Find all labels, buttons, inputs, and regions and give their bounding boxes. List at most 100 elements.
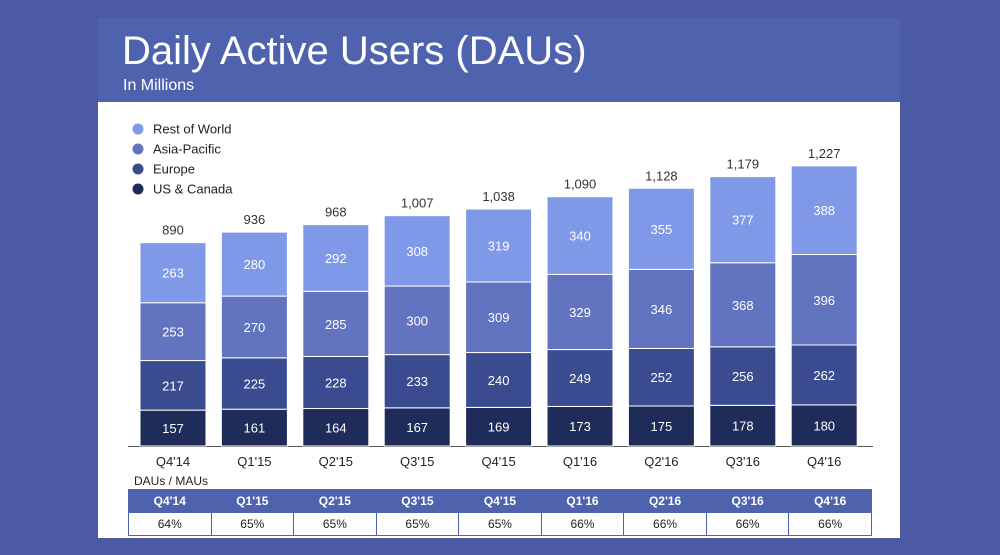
ratio-table-value-cell: 65% (293, 512, 377, 536)
page-title: Daily Active Users (DAUs) (122, 29, 587, 73)
legend-entry: US & Canada (153, 182, 233, 197)
ratio-table-value-cell: 64% (128, 512, 212, 536)
bar-segment (139, 360, 207, 411)
dau-stacked-bar-chart: 157 217 253 263 890 Q4'14 161 225 270 280 936 Q1'15… (128, 122, 873, 469)
bar-total-label: 1,227 (808, 146, 841, 161)
ratio-table-value-cell: 65% (210, 512, 295, 536)
bar-value-label: 175 (651, 419, 673, 434)
bar-segment (383, 215, 451, 287)
bar-value-label: 388 (813, 203, 835, 218)
legend-entry: Asia-Pacific (153, 142, 221, 157)
ratio-table-header-cell: Q1'15 (210, 489, 295, 513)
bar-segment (302, 224, 370, 292)
bar-segment (790, 254, 858, 346)
bar-value-label: 225 (244, 377, 266, 392)
bar-segment (383, 285, 451, 356)
legend-marker (132, 123, 144, 135)
bar-segment (709, 176, 777, 264)
bar-segment (220, 231, 288, 297)
bar-total-label: 890 (162, 223, 184, 238)
bar-segment (790, 344, 858, 406)
bar-value-label: 263 (162, 266, 184, 281)
bar-segment (220, 295, 288, 359)
bar-value-label: 169 (488, 420, 510, 435)
bar-value-label: 249 (569, 371, 591, 386)
bar-total-label: 1,090 (564, 177, 597, 192)
x-tick-label: Q2'15 (319, 454, 353, 469)
bar-segment (709, 262, 777, 348)
bar-value-label: 396 (813, 293, 835, 308)
bar-value-label: 161 (244, 421, 266, 436)
x-tick-label: Q4'16 (807, 454, 841, 469)
x-tick-label: Q4'14 (156, 454, 190, 469)
ratio-table-label: DAUs / MAUs (134, 474, 209, 488)
ratio-table-value-cell: 66% (623, 512, 707, 536)
bar-segment (790, 165, 858, 256)
bar-value-label: 319 (488, 238, 510, 253)
ratio-table-header-cell: Q3'16 (705, 489, 790, 513)
ratio-table-header-cell: Q2'15 (293, 489, 377, 513)
bar-segment (220, 408, 288, 447)
bar-segment (627, 187, 695, 270)
bar-segment (139, 242, 207, 304)
ratio-table-header-cell: Q4'15 (458, 489, 542, 513)
bar-value-label: 346 (651, 302, 673, 317)
bar-total-label: 1,007 (401, 196, 434, 211)
bar-value-label: 217 (162, 378, 184, 393)
bar-segment (627, 268, 695, 349)
ratio-table-value-cell: 65% (375, 512, 460, 536)
bar-segment (302, 408, 370, 447)
bar-segment (383, 354, 451, 409)
bar-segment (627, 405, 695, 447)
ratio-table-value-cell: 66% (540, 512, 625, 536)
bar-value-label: 233 (406, 374, 428, 389)
dau-mau-ratio-table: Q4'14 Q1'15 Q2'15 Q3'15 Q4'15 Q1'16 Q2'16 Q3'16… (128, 489, 872, 536)
bar-value-label: 252 (651, 370, 673, 385)
bar-segment (546, 349, 614, 407)
ratio-table-header-cell: Q1'16 (540, 489, 625, 513)
x-tick-label: Q3'15 (400, 454, 434, 469)
bar-value-label: 329 (569, 305, 591, 320)
bar-segment (383, 407, 451, 447)
page-subtitle: In Millions (123, 77, 195, 94)
slide: Daily Active Users (DAUs) In Millions 15… (98, 18, 900, 538)
x-tick-label: Q2'16 (644, 454, 678, 469)
bar-segment (465, 208, 533, 283)
bar-value-label: 355 (651, 222, 673, 237)
bar-segment (302, 355, 370, 410)
bar-total-label: 1,038 (482, 189, 515, 204)
bar-segment (465, 281, 533, 354)
bar-value-label: 377 (732, 213, 754, 228)
ratio-table-header-cell: Q3'15 (375, 489, 460, 513)
bar-segment (546, 273, 614, 351)
bar-value-label: 300 (406, 313, 428, 328)
bar-value-label: 270 (244, 320, 266, 335)
bar-segment (465, 406, 533, 447)
ratio-table-header-cell: Q4'14 (128, 489, 212, 513)
bar-value-label: 178 (732, 419, 754, 434)
bar-segment (709, 346, 777, 406)
bar-value-label: 253 (162, 325, 184, 340)
bar-segment (139, 302, 207, 362)
bar-value-label: 167 (406, 420, 428, 435)
legend-marker (132, 163, 144, 175)
header-band: Daily Active Users (DAUs) In Millions (98, 18, 900, 102)
bar-value-label: 262 (813, 368, 835, 383)
ratio-table-header-cell: Q2'16 (623, 489, 707, 513)
x-tick-label: Q1'15 (237, 454, 271, 469)
legend-marker (132, 143, 144, 155)
bar-value-label: 228 (325, 375, 347, 390)
bar-value-label: 368 (732, 298, 754, 313)
bar-segment (546, 196, 614, 275)
ratio-table-value-row: 64% 65% 65% 65% 65% 66% 66% 66% 66% (128, 512, 872, 536)
bar-segment (546, 405, 614, 447)
legend-marker (132, 183, 144, 195)
bar-value-label: 280 (244, 257, 266, 272)
bar-total-label: 1,128 (645, 168, 678, 183)
x-tick-label: Q4'15 (481, 454, 515, 469)
bar-value-label: 256 (732, 369, 754, 384)
x-tick-label: Q1'16 (563, 454, 597, 469)
bar-segment (302, 290, 370, 357)
bar-value-label: 157 (162, 421, 184, 436)
bar-total-label: 1,179 (727, 157, 760, 172)
